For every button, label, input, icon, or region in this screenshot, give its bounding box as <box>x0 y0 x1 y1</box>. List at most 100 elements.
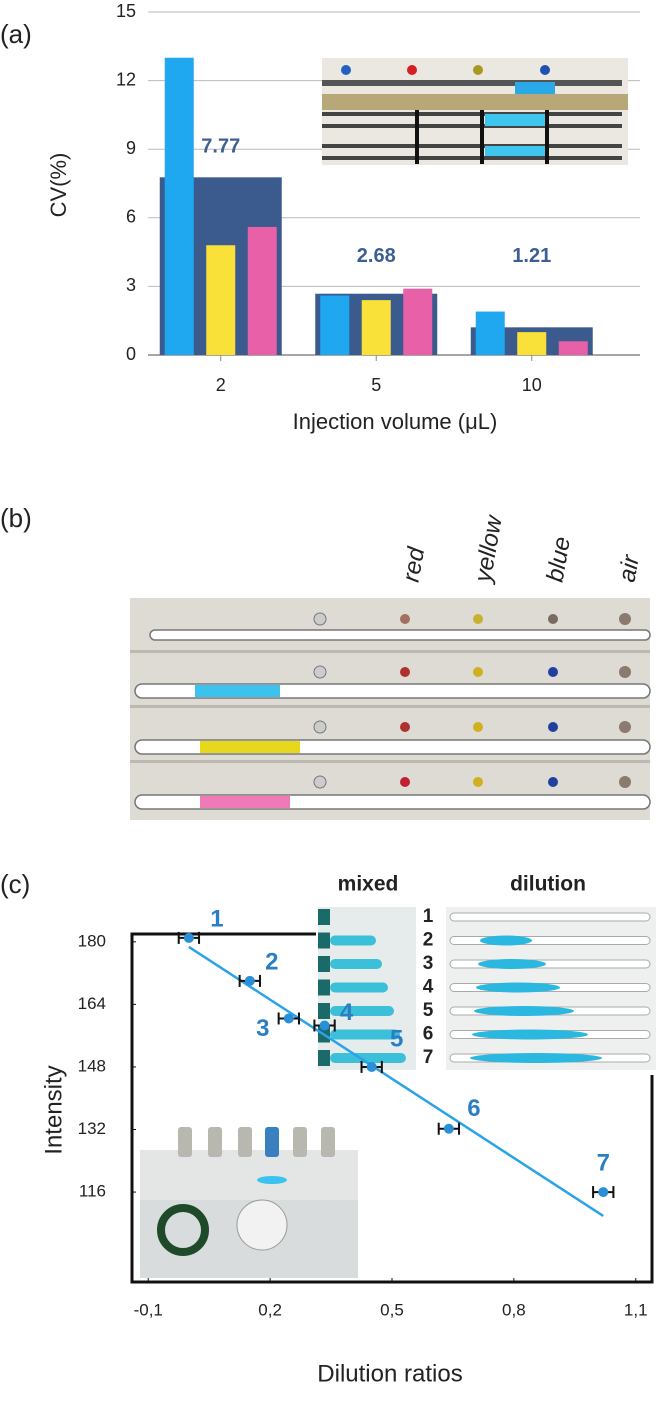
point-label: 5 <box>390 1025 403 1052</box>
value-label: 1.21 <box>512 245 551 267</box>
y-tick-label: 132 <box>78 1119 106 1138</box>
device-photo-c <box>140 1127 358 1278</box>
value-label: 7.77 <box>201 136 240 158</box>
point-label: 6 <box>467 1095 480 1122</box>
photo <box>236 1199 288 1251</box>
bar <box>247 226 277 355</box>
y-tick-label: 180 <box>78 931 106 950</box>
photo <box>330 982 388 993</box>
photo <box>318 909 330 925</box>
point-label: 3 <box>256 1015 269 1042</box>
x-tick-label: 0,5 <box>380 1300 404 1319</box>
photo <box>265 1127 279 1157</box>
x-tick-label: 2 <box>216 375 226 395</box>
photo <box>257 1176 287 1184</box>
y-tick-label: 3 <box>126 275 136 295</box>
inset-number: 7 <box>423 1047 434 1068</box>
photo <box>330 1053 406 1063</box>
photo <box>478 959 546 969</box>
x-tick-label: 5 <box>371 375 381 395</box>
point-label: 4 <box>340 999 354 1026</box>
inset-number: 6 <box>423 1024 434 1045</box>
photo <box>330 959 382 969</box>
trend-line <box>188 945 604 1217</box>
panel-label: (c) <box>0 869 30 899</box>
panel-label: (b) <box>0 503 32 533</box>
photo <box>321 1127 335 1157</box>
inset-title: mixed <box>338 873 399 896</box>
y-axis-label: CV(%) <box>46 153 71 218</box>
point <box>244 975 255 986</box>
point <box>183 932 194 943</box>
inset-title: dilution <box>510 873 586 896</box>
photo <box>476 982 560 993</box>
point <box>283 1013 294 1024</box>
inset-number: 4 <box>423 977 434 998</box>
bar <box>403 288 433 355</box>
color-label: yellow <box>469 512 508 586</box>
photo <box>449 912 651 922</box>
x-axis-label: Injection volume (μL) <box>293 409 498 434</box>
x-tick-label: 0,2 <box>258 1300 282 1319</box>
y-tick-label: 12 <box>116 69 136 89</box>
bar <box>164 57 194 355</box>
point <box>443 1123 454 1134</box>
photo <box>157 1204 209 1256</box>
photo <box>330 1029 400 1040</box>
photo <box>330 935 376 946</box>
photo <box>318 1050 330 1066</box>
y-tick-label: 15 <box>116 1 136 21</box>
color-label: air <box>614 552 645 584</box>
photo <box>293 1127 307 1157</box>
bar <box>320 295 350 355</box>
inset-photo-a <box>322 58 628 165</box>
inset-number: 2 <box>423 930 434 951</box>
color-label: red <box>398 545 431 584</box>
device-photo-b <box>130 598 651 820</box>
photo <box>318 956 330 972</box>
photo <box>480 935 532 946</box>
bar <box>517 332 547 355</box>
bar-plot: 0 3 6 9 12 15 7.77 2 2.68 5 1.21 10 <box>116 1 640 395</box>
photo <box>318 932 330 949</box>
point <box>366 1061 377 1072</box>
y-tick-label: 6 <box>126 207 136 227</box>
point-label: 7 <box>597 1149 610 1176</box>
bar <box>475 311 505 355</box>
x-tick-label: 10 <box>522 375 542 395</box>
photo <box>474 1006 574 1016</box>
y-tick-label: 9 <box>126 138 136 158</box>
photo <box>178 1127 192 1157</box>
y-tick-label: 148 <box>78 1056 106 1075</box>
x-tick-label: 0,8 <box>502 1300 526 1319</box>
inset-number: 1 <box>423 906 434 927</box>
panel-label: (a) <box>0 19 32 49</box>
bar <box>361 300 391 355</box>
x-axis-label: Dilution ratios <box>317 1360 462 1387</box>
y-axis-label: Intensity <box>40 1065 67 1154</box>
y-tick-label: 116 <box>79 1182 106 1201</box>
photo <box>208 1127 222 1157</box>
photo <box>318 979 330 996</box>
bar <box>206 245 236 355</box>
inset-number: 3 <box>423 953 434 974</box>
photo <box>470 1053 602 1063</box>
point <box>319 1020 330 1031</box>
inset-number: 5 <box>423 1000 434 1021</box>
x-tick-label: 1,1 <box>624 1300 648 1319</box>
point-label: 1 <box>210 905 223 932</box>
point <box>598 1187 609 1198</box>
y-tick-label: 164 <box>78 994 106 1013</box>
value-label: 2.68 <box>357 245 396 267</box>
color-label: blue <box>542 535 576 584</box>
photo <box>472 1029 588 1040</box>
y-tick-label: 0 <box>126 344 136 364</box>
x-tick-label: -0,1 <box>134 1300 163 1319</box>
photo <box>318 1003 330 1019</box>
photo <box>238 1127 252 1157</box>
bar <box>558 341 588 355</box>
point-label: 2 <box>265 948 278 975</box>
photo <box>330 1006 394 1016</box>
